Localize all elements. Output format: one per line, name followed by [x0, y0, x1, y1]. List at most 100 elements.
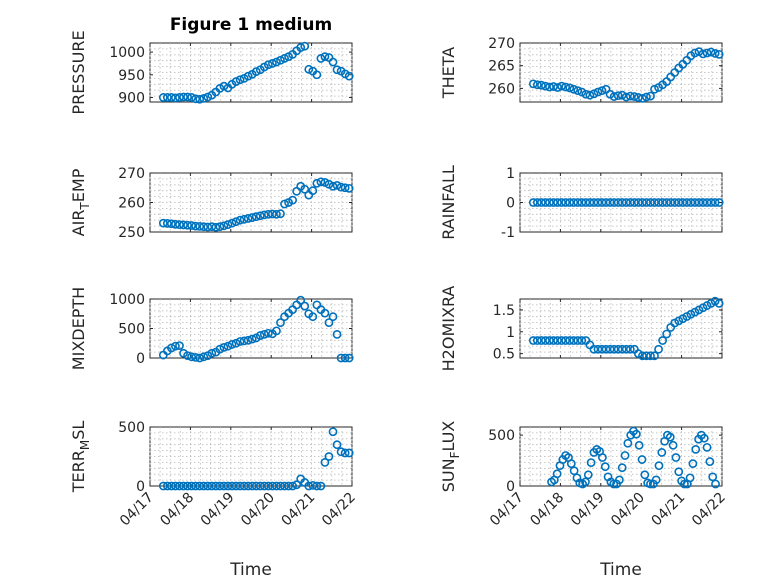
x-axis-label-left: Time — [229, 560, 272, 580]
data-point — [674, 198, 684, 207]
data-point — [665, 432, 675, 442]
data-point — [613, 198, 623, 207]
data-point — [284, 481, 293, 491]
x-tick-label: 04/21 — [649, 490, 689, 530]
data-point — [340, 183, 350, 193]
data-point — [617, 90, 627, 100]
data-point — [158, 93, 168, 102]
data-point — [690, 198, 700, 207]
data-point — [251, 212, 261, 222]
data-point — [207, 222, 217, 232]
data-point — [549, 82, 558, 91]
data-point — [316, 177, 326, 187]
panel-air-temp: 250 260 270 AIRTEMP — [69, 166, 354, 241]
data-point — [702, 48, 712, 58]
data-point — [280, 54, 289, 63]
data-point — [694, 198, 704, 207]
data-point — [227, 218, 237, 228]
data-point — [158, 481, 168, 491]
data-series — [528, 198, 724, 207]
data-point — [598, 453, 607, 462]
data-point — [561, 336, 571, 345]
data-point — [586, 458, 596, 468]
data-point — [344, 183, 354, 193]
data-point — [296, 295, 306, 305]
data-point — [710, 49, 720, 58]
data-point — [272, 326, 281, 336]
data-point — [691, 444, 701, 454]
data-point — [320, 308, 330, 318]
data-point — [332, 65, 342, 75]
data-point — [276, 209, 285, 219]
data-point — [251, 67, 261, 76]
y-tick-label: 1 — [506, 166, 515, 182]
data-point — [541, 81, 550, 91]
data-point — [223, 481, 233, 491]
data-point — [239, 481, 249, 491]
data-point — [581, 477, 590, 487]
data-point — [300, 41, 310, 51]
data-point — [625, 198, 635, 207]
data-point — [698, 49, 708, 59]
data-point — [344, 71, 354, 81]
data-point — [332, 440, 342, 450]
data-point — [304, 481, 314, 491]
data-point — [573, 86, 583, 96]
data-point — [328, 427, 338, 437]
data-point — [247, 481, 257, 491]
data-point — [227, 481, 237, 491]
data-point — [308, 481, 318, 490]
data-point — [304, 64, 314, 74]
panel-theta: 260 265 270 THETA — [439, 36, 724, 103]
data-point — [650, 351, 659, 361]
data-point — [552, 469, 562, 479]
data-point — [255, 481, 265, 491]
y-tick-label: 1000 — [109, 45, 145, 61]
data-point — [203, 92, 213, 102]
data-point — [340, 448, 350, 458]
data-point — [553, 336, 562, 345]
data-point — [569, 198, 579, 207]
x-tick-label: 04/18 — [527, 490, 567, 530]
data-point — [219, 221, 229, 231]
data-point — [235, 337, 245, 346]
data-point — [328, 57, 338, 67]
data-point — [621, 198, 631, 207]
data-point — [714, 49, 724, 59]
data-point — [308, 312, 318, 322]
data-point — [191, 221, 201, 231]
data-point — [561, 82, 571, 92]
data-point — [239, 214, 249, 224]
data-point — [324, 318, 334, 327]
y-tick-label: 0 — [506, 479, 515, 495]
x-tick-label: 04/19 — [198, 490, 238, 530]
y-tick-label: 0 — [136, 479, 145, 495]
x-axis-label-right: Time — [599, 560, 642, 580]
data-point — [617, 344, 627, 354]
data-point — [605, 344, 615, 354]
data-point — [646, 479, 655, 489]
data-point — [690, 48, 700, 58]
data-point — [167, 93, 176, 102]
x-tick-label: 04/17 — [117, 490, 157, 530]
data-point — [227, 340, 237, 349]
data-point — [280, 199, 289, 209]
data-point — [195, 353, 205, 363]
data-point — [553, 83, 562, 92]
data-point — [583, 470, 593, 480]
y-tick-label: 500 — [118, 322, 145, 338]
data-point — [625, 344, 635, 354]
data-point — [585, 90, 595, 100]
data-point — [545, 82, 554, 92]
y-tick-label: 950 — [118, 68, 145, 84]
data-point — [239, 336, 249, 346]
data-point — [215, 481, 225, 491]
y-tick-label: 1.5 — [493, 303, 515, 319]
data-point — [211, 481, 221, 491]
data-point — [255, 331, 265, 340]
data-point — [316, 481, 326, 491]
data-point — [320, 178, 330, 187]
data-point — [263, 481, 273, 491]
data-point — [682, 198, 692, 207]
